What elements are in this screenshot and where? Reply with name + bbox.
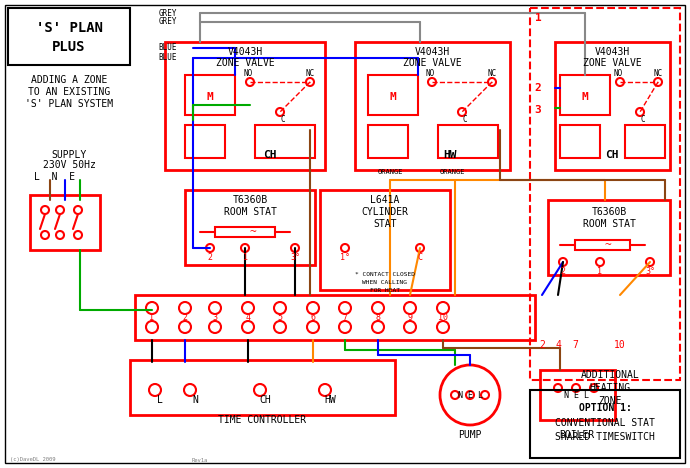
Text: N: N	[192, 395, 198, 405]
Text: 230V 50Hz: 230V 50Hz	[43, 160, 95, 170]
Text: PLUS: PLUS	[52, 40, 86, 54]
Text: L641A: L641A	[371, 195, 400, 205]
Text: ADDING A ZONE: ADDING A ZONE	[31, 75, 107, 85]
Text: NO: NO	[613, 68, 622, 78]
Text: 1: 1	[535, 13, 542, 23]
Text: ROOM STAT: ROOM STAT	[582, 219, 635, 229]
Text: HEATING: HEATING	[589, 383, 631, 393]
Text: ZONE VALVE: ZONE VALVE	[582, 58, 642, 68]
Text: Rev1a: Rev1a	[192, 458, 208, 462]
Text: ZONE: ZONE	[598, 396, 622, 406]
Text: 2: 2	[535, 83, 542, 93]
Text: C: C	[641, 116, 645, 124]
Text: CH: CH	[259, 395, 271, 405]
Text: M: M	[582, 92, 589, 102]
Text: N E L: N E L	[457, 390, 482, 400]
Text: 'S' PLAN SYSTEM: 'S' PLAN SYSTEM	[25, 99, 113, 109]
Text: V4043H: V4043H	[594, 47, 629, 57]
Text: BOILER: BOILER	[560, 430, 595, 440]
Text: NC: NC	[653, 68, 662, 78]
Text: C: C	[417, 254, 422, 263]
Text: L: L	[157, 395, 163, 405]
Text: 1°: 1°	[340, 254, 350, 263]
Text: WHEN CALLING: WHEN CALLING	[362, 280, 408, 285]
Text: TO AN EXISTING: TO AN EXISTING	[28, 87, 110, 97]
Text: ADDITIONAL: ADDITIONAL	[580, 370, 640, 380]
Text: 3: 3	[535, 105, 542, 115]
Text: 5: 5	[277, 314, 282, 322]
Text: 2: 2	[539, 340, 545, 350]
Text: SUPPLY: SUPPLY	[51, 150, 87, 160]
Text: 10: 10	[438, 314, 448, 322]
Text: ~: ~	[250, 227, 257, 237]
Text: SHARED TIMESWITCH: SHARED TIMESWITCH	[555, 432, 655, 442]
Text: L  N  E: L N E	[34, 172, 76, 182]
Text: V4043H: V4043H	[415, 47, 450, 57]
Text: 7: 7	[572, 340, 578, 350]
Text: PUMP: PUMP	[458, 430, 482, 440]
Text: ROOM STAT: ROOM STAT	[224, 207, 277, 217]
Text: CH: CH	[264, 150, 277, 160]
Text: * CONTACT CLOSED: * CONTACT CLOSED	[355, 272, 415, 278]
Text: M: M	[390, 92, 396, 102]
Text: FOR HEAT: FOR HEAT	[370, 288, 400, 293]
Text: 2: 2	[182, 314, 188, 322]
Text: CONVENTIONAL STAT: CONVENTIONAL STAT	[555, 418, 655, 428]
Text: (c)DaveDL 2009: (c)DaveDL 2009	[10, 458, 55, 462]
Text: T6360B: T6360B	[591, 207, 627, 217]
Text: HW: HW	[443, 150, 457, 160]
Text: 8: 8	[375, 314, 380, 322]
Text: NO: NO	[425, 68, 435, 78]
Text: 6: 6	[310, 314, 315, 322]
Text: ORANGE: ORANGE	[377, 169, 403, 175]
Text: 3°: 3°	[290, 254, 300, 263]
Text: STAT: STAT	[373, 219, 397, 229]
Text: GREY: GREY	[159, 8, 177, 17]
Text: 3: 3	[213, 314, 217, 322]
Text: 4: 4	[555, 340, 561, 350]
Text: ~: ~	[604, 240, 611, 250]
Text: GREY: GREY	[159, 17, 177, 27]
Text: V4043H: V4043H	[228, 47, 263, 57]
Text: 4: 4	[246, 314, 250, 322]
Text: M: M	[206, 92, 213, 102]
Text: CH: CH	[605, 150, 619, 160]
Text: TIME CONTROLLER: TIME CONTROLLER	[218, 415, 306, 425]
Text: 10: 10	[614, 340, 626, 350]
Text: OPTION 1:: OPTION 1:	[578, 403, 631, 413]
Text: ZONE VALVE: ZONE VALVE	[403, 58, 462, 68]
Text: CYLINDER: CYLINDER	[362, 207, 408, 217]
Text: N E L: N E L	[564, 392, 589, 401]
Text: 7: 7	[342, 314, 348, 322]
Text: 'S' PLAN: 'S' PLAN	[35, 21, 103, 35]
Text: BLUE: BLUE	[159, 53, 177, 63]
Text: NC: NC	[306, 68, 315, 78]
Text: 2: 2	[560, 268, 566, 277]
Text: ZONE VALVE: ZONE VALVE	[215, 58, 275, 68]
Text: 1: 1	[242, 254, 248, 263]
Text: C: C	[281, 116, 285, 124]
Text: BLUE: BLUE	[159, 44, 177, 52]
Text: 1: 1	[598, 268, 602, 277]
Text: T6360B: T6360B	[233, 195, 268, 205]
Text: 3°: 3°	[645, 268, 655, 277]
Text: 9: 9	[408, 314, 413, 322]
Text: 2: 2	[208, 254, 213, 263]
Text: HW: HW	[324, 395, 336, 405]
Text: 1: 1	[150, 314, 155, 322]
Text: NO: NO	[244, 68, 253, 78]
Text: C: C	[463, 116, 467, 124]
Text: ORANGE: ORANGE	[440, 169, 465, 175]
Text: NC: NC	[487, 68, 497, 78]
